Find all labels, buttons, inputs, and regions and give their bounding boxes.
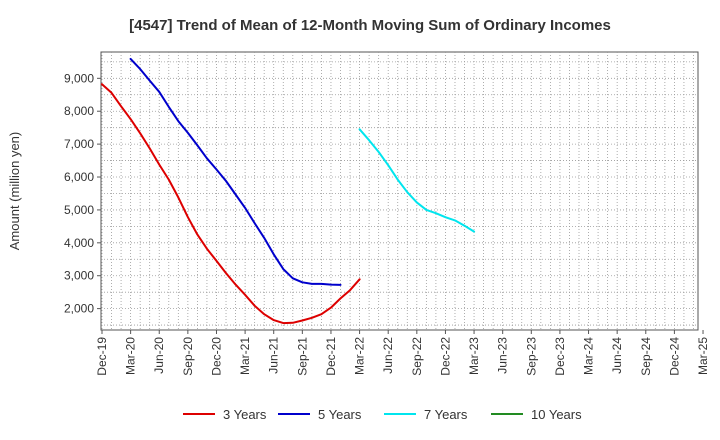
x-tick-label: Mar-23 (467, 337, 481, 375)
y-tick-label: 2,000 (64, 302, 94, 316)
x-tick-label: Jun-20 (152, 337, 166, 374)
x-tick-label: Dec-19 (95, 337, 109, 376)
series-lines (101, 57, 476, 325)
x-tick-label: Dec-20 (209, 337, 223, 376)
legend-label-5-years: 5 Years (318, 407, 362, 422)
x-tick-label: Jun-22 (381, 337, 395, 374)
legend-label-10-years: 10 Years (531, 407, 582, 422)
legend-label-7-years: 7 Years (424, 407, 468, 422)
x-tick-label: Dec-23 (553, 337, 567, 376)
x-tick-label: Mar-22 (353, 337, 367, 375)
x-tick-label: Dec-21 (324, 337, 338, 376)
x-axis: Dec-19 Mar-20 Jun-20 Sep-20 Dec-20 Mar-21 Jun-… (95, 330, 710, 376)
y-tick-label: 4,000 (64, 236, 94, 250)
x-tick-label: Sep-20 (181, 337, 195, 376)
series-line-7-years (358, 128, 476, 233)
y-axis: 2,000 3,000 4,000 5,000 6,000 7,000 8,000 9,000 (64, 71, 101, 316)
y-tick-label: 3,000 (64, 269, 94, 283)
y-tick-label: 6,000 (64, 170, 94, 184)
x-tick-label: Mar-20 (124, 337, 138, 375)
series-line-3-years (101, 83, 361, 325)
x-tick-label: Mar-24 (582, 337, 596, 375)
series-line-5-years (129, 57, 342, 286)
x-tick-label: Sep-22 (410, 337, 424, 376)
y-tick-label: 7,000 (64, 137, 94, 151)
x-tick-label: Jun-21 (267, 337, 281, 374)
plot-area (100, 51, 699, 331)
y-tick-label: 5,000 (64, 203, 94, 217)
legend: 3 Years 5 Years 7 Years 10 Years (183, 407, 582, 422)
x-tick-label: Dec-22 (438, 337, 452, 376)
x-tick-label: Mar-25 (696, 337, 710, 375)
y-axis-label: Amount (million yen) (7, 132, 22, 251)
chart-title: [4547] Trend of Mean of 12-Month Moving … (129, 17, 611, 34)
grid (101, 52, 698, 330)
x-tick-label: Sep-21 (295, 337, 309, 376)
x-tick-label: Mar-21 (238, 337, 252, 375)
x-tick-label: Sep-24 (639, 337, 653, 376)
x-tick-label: Sep-23 (524, 337, 538, 376)
legend-label-3-years: 3 Years (223, 407, 267, 422)
x-tick-label: Dec-24 (667, 337, 681, 376)
y-tick-label: 8,000 (64, 104, 94, 118)
x-tick-label: Jun-23 (496, 337, 510, 374)
y-tick-label: 9,000 (64, 71, 94, 85)
x-tick-label: Jun-24 (610, 337, 624, 374)
